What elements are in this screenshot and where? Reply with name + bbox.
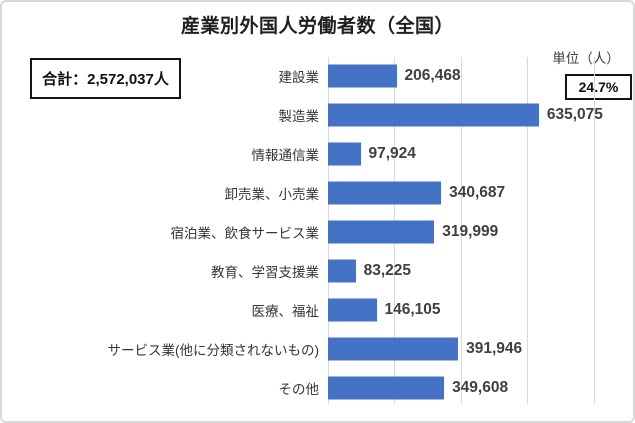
gridline xyxy=(460,57,462,404)
category-label: 医療、福祉 xyxy=(251,303,320,319)
bar xyxy=(328,259,356,283)
category-label: 建設業 xyxy=(278,70,320,86)
bar xyxy=(328,64,397,88)
bar xyxy=(328,181,442,205)
unit-label: 単位（人） xyxy=(552,51,620,66)
chart-title: 産業別外国人労働者数（全国） xyxy=(180,16,454,37)
bar-row: 卸売業、小売業 340,687 xyxy=(2,174,633,213)
value-label: 391,946 xyxy=(466,339,523,357)
category-label: 宿泊業、飲食サービス業 xyxy=(170,226,320,242)
value-label: 349,608 xyxy=(452,378,509,396)
bar xyxy=(328,337,459,361)
percent-badge: 24.7% xyxy=(565,74,632,100)
bar xyxy=(328,142,361,166)
value-label: 340,687 xyxy=(449,184,506,202)
gridline xyxy=(593,57,595,404)
category-label: サービス業(他に分類されないもの) xyxy=(107,342,320,358)
value-label: 206,468 xyxy=(404,67,461,85)
bar xyxy=(328,298,377,322)
bar xyxy=(328,103,539,127)
total-box: 合計：2,572,037人 xyxy=(30,58,181,99)
bar-row: サービス業(他に分類されないもの) 391,946 xyxy=(2,329,633,368)
bar-row: 教育、学習支援業 83,225 xyxy=(2,252,633,291)
bar xyxy=(328,376,445,400)
bar xyxy=(328,220,435,244)
gridline xyxy=(527,57,529,404)
bar-row: 情報通信業 97,924 xyxy=(2,135,633,174)
value-label: 635,075 xyxy=(546,106,603,124)
bar-row: 建設業 206,468 xyxy=(2,57,633,96)
bar-row: 製造業 635,075 xyxy=(2,96,633,135)
category-label: 製造業 xyxy=(278,109,320,125)
value-label: 83,225 xyxy=(363,261,412,279)
category-label: 卸売業、小売業 xyxy=(224,187,320,203)
category-label: 教育、学習支援業 xyxy=(211,264,319,280)
value-label: 319,999 xyxy=(442,223,499,241)
value-label: 97,924 xyxy=(368,145,416,163)
bar-row: 宿泊業、飲食サービス業 319,999 xyxy=(2,213,633,252)
category-label: 情報通信業 xyxy=(251,148,320,164)
bar-rows: 建設業 206,468 製造業 635,075 情報通信業 97,924 卸売業… xyxy=(2,57,633,408)
bar-row: 医療、福祉 146,105 xyxy=(2,290,633,329)
category-label: その他 xyxy=(278,381,320,397)
value-label: 146,105 xyxy=(384,300,441,318)
bar-row: その他 349,608 xyxy=(2,368,633,407)
